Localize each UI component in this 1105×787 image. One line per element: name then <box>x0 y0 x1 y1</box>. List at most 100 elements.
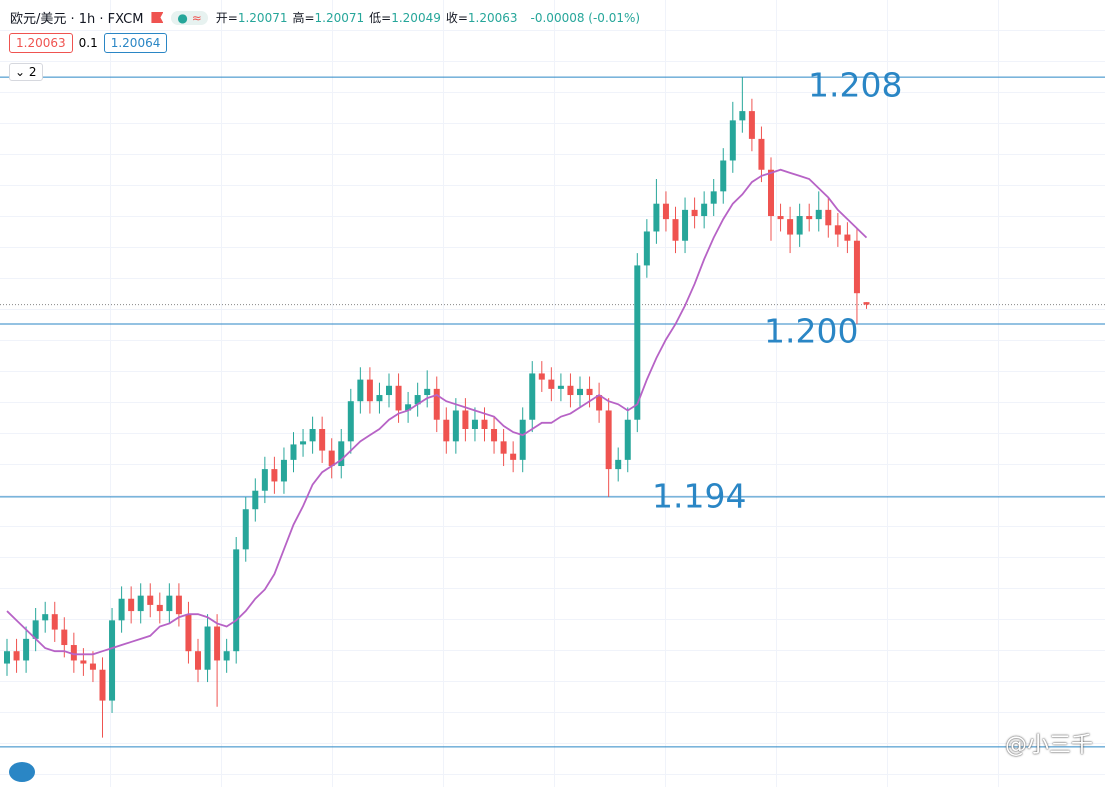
candle-body <box>452 410 459 442</box>
candle-body <box>748 111 755 139</box>
candle-body <box>395 385 402 411</box>
candle-body <box>529 373 536 420</box>
candle-body <box>147 595 154 605</box>
ohlc: 开=1.20071 高=1.20071 低=1.20049 收=1.20063 <box>216 9 523 26</box>
buy-badge[interactable]: 1.20064 <box>103 33 168 53</box>
candle-body <box>701 203 708 217</box>
ohlc-item: 收=1.20063 <box>446 11 518 25</box>
candle-body <box>357 379 364 402</box>
candle-body <box>777 216 784 220</box>
change: -0.00008 (-0.01%) <box>530 10 641 25</box>
candle-body <box>137 595 144 612</box>
ohlc-value: 1.20063 <box>467 11 518 25</box>
candle-body <box>491 428 498 442</box>
candle-body <box>156 604 163 612</box>
candle-body <box>4 651 10 664</box>
candle-body <box>328 450 335 467</box>
candle-body <box>195 651 201 670</box>
ohlc-label: 高= <box>292 11 315 25</box>
candle-body <box>844 234 851 241</box>
candle-body <box>166 595 173 612</box>
candle-body <box>624 419 631 460</box>
candle-body <box>319 428 326 451</box>
candle-body <box>204 626 211 670</box>
candle-body <box>347 401 354 442</box>
candle-body <box>510 453 517 460</box>
candle-body <box>662 203 669 220</box>
candle-body <box>710 191 717 204</box>
candle-body <box>13 651 20 661</box>
candle-body <box>739 111 746 121</box>
ohlc-label: 低= <box>369 11 392 25</box>
candle-body <box>586 388 593 396</box>
candle-body <box>682 209 689 241</box>
candle-body <box>758 138 765 170</box>
candle-body <box>605 410 612 470</box>
candle-body <box>175 595 182 615</box>
moving-average <box>6 168 868 656</box>
candle-body <box>214 626 221 661</box>
candle-body <box>99 669 106 701</box>
candle-body <box>89 663 96 670</box>
candle-body <box>271 469 278 482</box>
candle-body <box>471 419 478 429</box>
candle-body <box>109 620 116 701</box>
symbol: 欧元/美元 · 1h · FXCM <box>10 12 144 27</box>
candle-body <box>577 388 583 396</box>
candle-body <box>567 385 574 396</box>
candle-body <box>825 209 832 226</box>
candle-body <box>309 428 316 442</box>
ohlc-label: 收= <box>445 11 468 25</box>
ohlc-value: 1.20071 <box>314 11 365 25</box>
candle-body <box>42 614 49 621</box>
header: 欧元/美元 · 1h · FXCM ● ≈ 开=1.20071 高=1.20071… <box>10 8 640 27</box>
ohlc-item: 开=1.20071 <box>216 11 288 25</box>
candle-body <box>23 638 30 661</box>
candle-body <box>787 219 794 235</box>
spread: 0.1 <box>78 36 98 50</box>
candle-body <box>815 209 822 220</box>
candle-body <box>233 549 240 652</box>
candle-body <box>128 598 135 612</box>
candle-body <box>185 614 192 652</box>
sell-badge[interactable]: 1.20063 <box>9 33 73 53</box>
ohlc-value: 1.20049 <box>391 11 441 25</box>
candle-body <box>51 614 58 630</box>
candle-body <box>376 395 383 402</box>
candle-body <box>519 419 526 460</box>
candle-body <box>548 379 555 389</box>
candle-body <box>261 469 268 491</box>
candle-body <box>481 419 488 429</box>
candle-body <box>720 160 727 192</box>
watermark: @小三千 <box>1004 733 1093 758</box>
level-label: 1.200 <box>764 312 858 351</box>
candle-body <box>433 388 440 420</box>
candle-body <box>653 203 660 232</box>
candle-body <box>863 302 870 305</box>
candle-body <box>70 645 77 661</box>
candle-body <box>806 216 813 220</box>
logo[interactable] <box>9 762 35 782</box>
candle-body <box>405 404 412 411</box>
candle-body <box>366 379 373 402</box>
candle-body <box>223 651 230 661</box>
collapse-button[interactable]: ⌄ 2 <box>9 63 43 81</box>
candle-body <box>242 509 249 550</box>
indicator-pill[interactable]: ● ≈ <box>171 10 208 25</box>
candle-body <box>414 395 421 405</box>
candle-body <box>118 598 125 621</box>
candle-body <box>538 373 545 380</box>
level-label: 1.208 <box>808 66 902 105</box>
flag-icon[interactable] <box>151 12 164 23</box>
candle-body <box>796 216 803 235</box>
candle-body <box>834 225 841 235</box>
candle-body <box>80 660 87 664</box>
ohlc-value: 1.20071 <box>237 11 288 25</box>
candle-body <box>643 231 650 266</box>
candle-body <box>32 620 39 639</box>
collapse-count: 2 <box>28 65 37 79</box>
candle-body <box>672 219 679 241</box>
